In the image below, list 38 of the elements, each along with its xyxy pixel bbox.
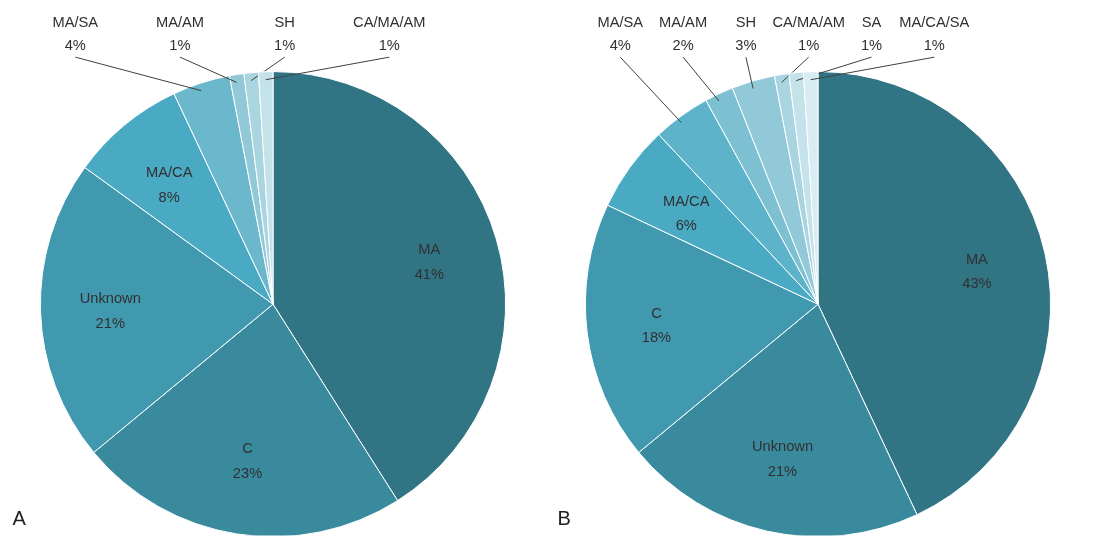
slice-label: SH xyxy=(735,14,757,31)
slice-label: C xyxy=(242,440,254,457)
slice-label: C xyxy=(651,304,663,321)
data-label: 1% xyxy=(274,36,296,53)
data-label: 41% xyxy=(414,265,445,282)
data-label: 21% xyxy=(767,463,798,480)
slice-label: CA/MA/AM xyxy=(772,14,845,31)
slice-label: MA/SA xyxy=(52,14,99,31)
text: A xyxy=(12,506,27,529)
text: B xyxy=(557,506,571,529)
slice-label: MA xyxy=(965,250,989,267)
slice-label: MA/CA/SA xyxy=(899,14,970,31)
data-label: 4% xyxy=(609,36,631,53)
slice-label: Unknown xyxy=(79,289,141,306)
slice-label: MA/CA xyxy=(663,192,710,209)
data-label: 1% xyxy=(378,36,400,53)
slice-label: Unknown xyxy=(751,438,814,455)
data-label: 3% xyxy=(735,36,757,53)
slice-label: MA/AM xyxy=(155,14,204,31)
slice-label: MA/SA xyxy=(597,14,644,31)
slice-label: MA/AM xyxy=(659,14,708,31)
data-label: 23% xyxy=(232,464,263,481)
data-label: 2% xyxy=(672,36,694,53)
data-label: 8% xyxy=(158,188,180,205)
data-label: 1% xyxy=(169,36,191,53)
data-label: 1% xyxy=(798,36,820,53)
data-label: 4% xyxy=(64,36,86,53)
slice-label: MA/CA xyxy=(146,163,193,180)
slice-label: MA xyxy=(418,241,441,258)
data-label: 6% xyxy=(675,217,697,234)
data-label: 21% xyxy=(95,314,125,331)
data-label: 1% xyxy=(860,36,883,53)
slice-label: CA/MA/AM xyxy=(353,14,426,31)
data-label: 18% xyxy=(641,329,672,346)
data-label: 1% xyxy=(923,36,945,53)
data-label: 43% xyxy=(962,275,992,292)
slice-label: SH xyxy=(274,14,295,31)
slice-label: SA xyxy=(861,14,882,31)
